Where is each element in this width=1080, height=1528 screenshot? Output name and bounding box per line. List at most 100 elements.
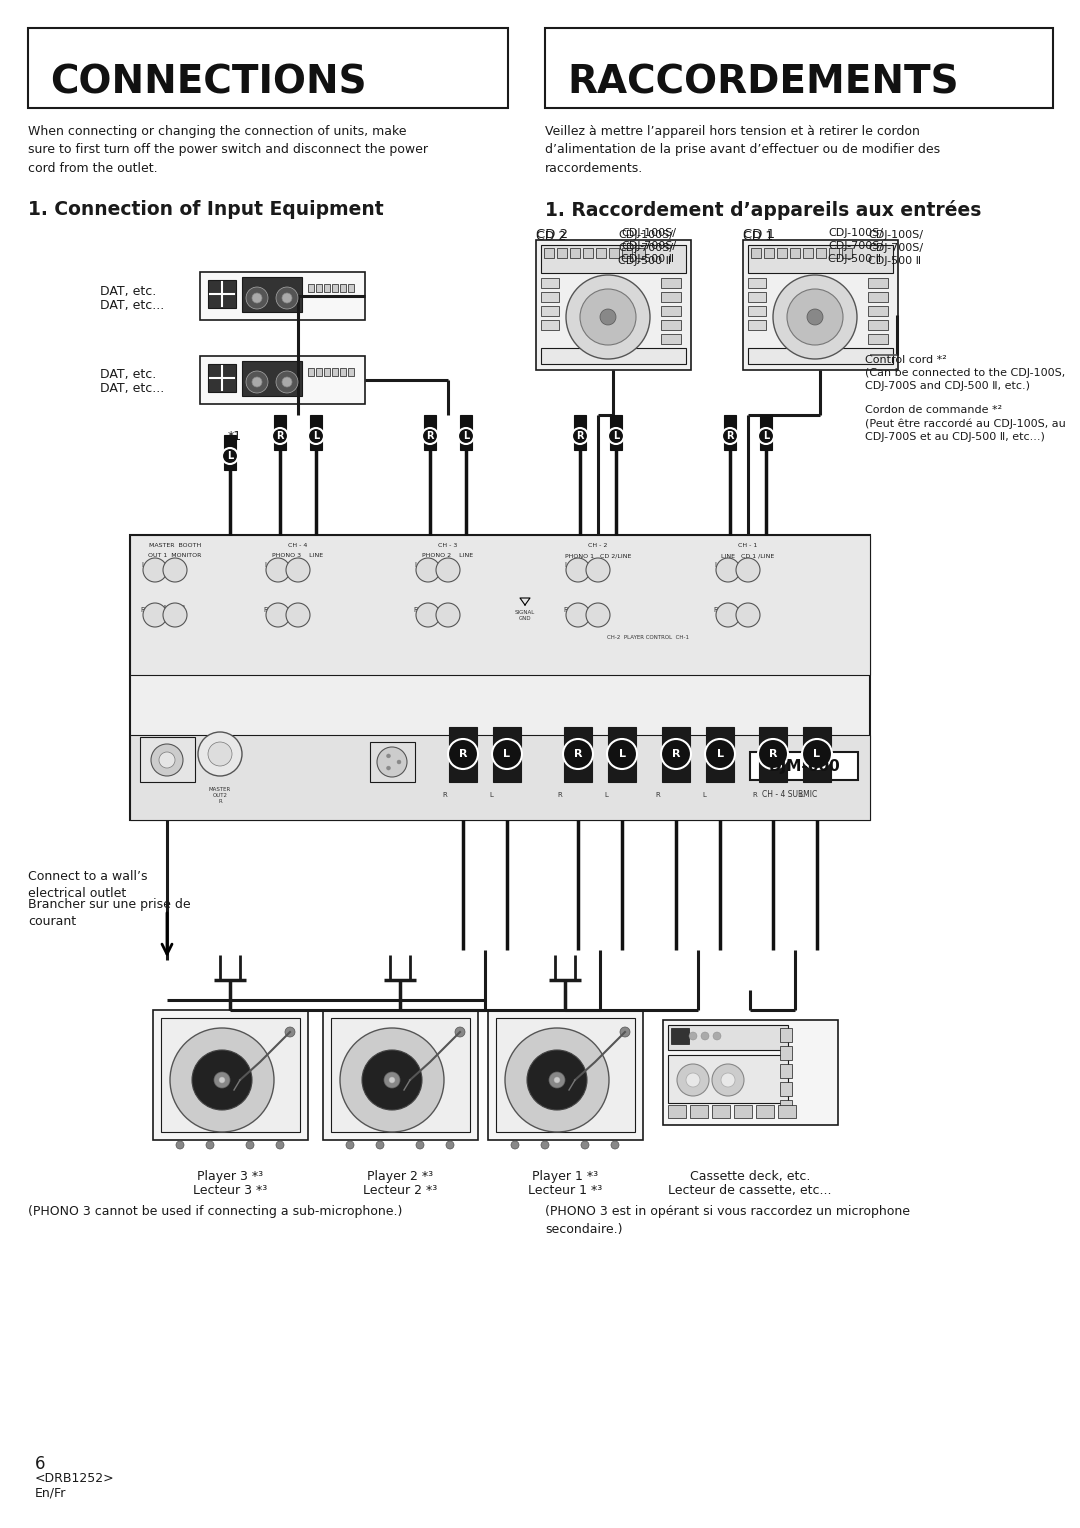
Circle shape xyxy=(712,1063,744,1096)
Text: DAT, etc...: DAT, etc... xyxy=(100,382,164,396)
Bar xyxy=(28,28,508,108)
Bar xyxy=(804,248,813,258)
Text: PHONO 1   CD 2/LINE: PHONO 1 CD 2/LINE xyxy=(565,553,631,558)
Circle shape xyxy=(159,752,175,769)
Circle shape xyxy=(163,604,187,626)
Circle shape xyxy=(802,740,832,769)
Text: MASTER  BOOTH: MASTER BOOTH xyxy=(149,542,201,549)
Text: CD 1: CD 1 xyxy=(743,231,773,243)
Text: CONNECTIONS: CONNECTIONS xyxy=(50,64,366,102)
Text: Cordon de commande *²
(Peut être raccordé au CDJ-100S, au
CDJ-700S et au CDJ-500: Cordon de commande *² (Peut être raccord… xyxy=(865,405,1066,442)
Circle shape xyxy=(286,558,310,582)
Circle shape xyxy=(566,558,590,582)
Circle shape xyxy=(735,604,760,626)
Circle shape xyxy=(566,604,590,626)
Text: L: L xyxy=(313,431,319,442)
Circle shape xyxy=(701,1031,708,1041)
Text: L: L xyxy=(463,431,469,442)
Bar xyxy=(316,368,322,376)
Bar xyxy=(140,736,195,782)
Bar xyxy=(777,248,787,258)
Bar xyxy=(224,435,237,471)
Bar xyxy=(153,1010,308,1140)
Text: L: L xyxy=(799,792,802,798)
Bar xyxy=(460,416,472,451)
Text: L: L xyxy=(414,562,418,568)
Circle shape xyxy=(607,740,637,769)
Text: CH - 3: CH - 3 xyxy=(438,542,458,549)
Circle shape xyxy=(176,1141,184,1149)
Circle shape xyxy=(214,1073,230,1088)
Bar xyxy=(748,319,766,330)
Circle shape xyxy=(170,1028,274,1132)
Circle shape xyxy=(721,1073,735,1086)
Text: L: L xyxy=(503,749,511,759)
Circle shape xyxy=(151,744,183,776)
Text: Player 2 *³: Player 2 *³ xyxy=(367,1170,433,1183)
Text: R: R xyxy=(672,749,680,759)
Bar xyxy=(780,1082,792,1096)
Bar xyxy=(661,319,681,330)
Text: Player 3 *³: Player 3 *³ xyxy=(197,1170,264,1183)
Circle shape xyxy=(492,740,522,769)
Bar xyxy=(764,248,774,258)
Circle shape xyxy=(600,309,616,325)
Bar xyxy=(748,348,893,364)
Bar xyxy=(332,284,338,292)
Bar xyxy=(661,335,681,344)
Circle shape xyxy=(807,309,823,325)
Bar xyxy=(324,368,330,376)
Bar xyxy=(690,1105,708,1118)
Bar xyxy=(661,278,681,287)
Bar xyxy=(545,28,1053,108)
Text: Lecteur 2 *³: Lecteur 2 *³ xyxy=(363,1184,437,1196)
Circle shape xyxy=(608,428,624,445)
Text: DAT, etc.: DAT, etc. xyxy=(100,368,157,380)
Text: MASTER
OUT2
R: MASTER OUT2 R xyxy=(208,787,231,804)
Bar xyxy=(756,1105,774,1118)
Text: DJM-600: DJM-600 xyxy=(768,758,840,773)
Circle shape xyxy=(586,558,610,582)
Circle shape xyxy=(586,604,610,626)
Circle shape xyxy=(422,428,438,445)
Bar xyxy=(274,416,286,451)
Text: CH - 4 SUBMIC: CH - 4 SUBMIC xyxy=(762,790,818,799)
Text: R: R xyxy=(769,749,778,759)
Bar xyxy=(750,752,858,779)
Text: Lecteur 3 *³: Lecteur 3 *³ xyxy=(193,1184,267,1196)
Text: L: L xyxy=(227,451,233,461)
Bar xyxy=(130,535,870,675)
Circle shape xyxy=(580,289,636,345)
Bar xyxy=(868,335,888,344)
Circle shape xyxy=(286,604,310,626)
Text: R: R xyxy=(713,607,718,613)
Bar xyxy=(492,727,521,782)
Text: DAT, etc.: DAT, etc. xyxy=(100,286,157,298)
Circle shape xyxy=(362,1050,422,1109)
Circle shape xyxy=(285,1027,295,1038)
Circle shape xyxy=(252,377,262,387)
Circle shape xyxy=(620,1027,630,1038)
Bar xyxy=(804,727,831,782)
Circle shape xyxy=(397,759,401,764)
Bar xyxy=(780,1047,792,1060)
Bar xyxy=(829,248,839,258)
Text: L: L xyxy=(141,562,145,568)
Bar xyxy=(608,727,636,782)
Bar xyxy=(780,1100,792,1114)
Bar xyxy=(316,284,322,292)
Bar xyxy=(669,1105,686,1118)
Circle shape xyxy=(705,740,735,769)
Bar xyxy=(662,727,690,782)
Text: <DRB1252>: <DRB1252> xyxy=(35,1471,114,1485)
Bar xyxy=(669,1025,788,1050)
Circle shape xyxy=(282,293,292,303)
Bar xyxy=(541,348,686,364)
Circle shape xyxy=(340,1028,444,1132)
Bar xyxy=(544,248,554,258)
Text: LINE   CD 1 /LINE: LINE CD 1 /LINE xyxy=(721,553,774,558)
Circle shape xyxy=(272,428,288,445)
Bar xyxy=(308,284,314,292)
Circle shape xyxy=(723,428,738,445)
Text: (PHONO 3 est in opérant si vous raccordez un microphone
secondaire.): (PHONO 3 est in opérant si vous raccorde… xyxy=(545,1206,910,1236)
